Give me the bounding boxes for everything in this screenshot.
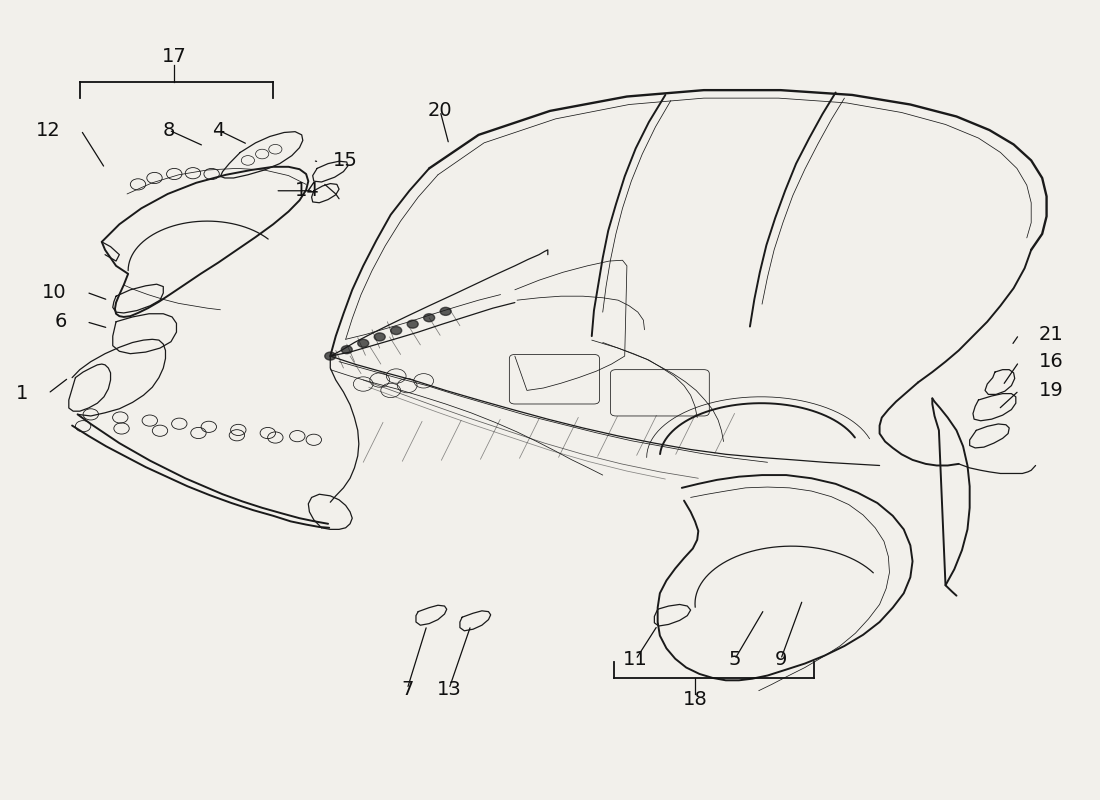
Circle shape — [324, 352, 336, 360]
Text: 19: 19 — [1038, 381, 1064, 400]
Text: 13: 13 — [437, 679, 461, 698]
Text: 16: 16 — [1038, 352, 1064, 371]
Text: 14: 14 — [295, 182, 320, 200]
Text: 8: 8 — [163, 121, 175, 139]
Text: 21: 21 — [1038, 325, 1064, 344]
Circle shape — [407, 320, 418, 328]
Circle shape — [341, 346, 352, 354]
Text: 17: 17 — [162, 47, 187, 66]
Circle shape — [424, 314, 434, 322]
Text: 5: 5 — [728, 650, 740, 669]
Text: 1: 1 — [15, 384, 29, 403]
Text: 15: 15 — [332, 151, 358, 170]
Text: 4: 4 — [212, 121, 224, 139]
Circle shape — [440, 307, 451, 315]
Text: 9: 9 — [774, 650, 786, 669]
Circle shape — [374, 333, 385, 341]
Text: 10: 10 — [42, 282, 67, 302]
Text: 7: 7 — [402, 679, 414, 698]
Text: 12: 12 — [36, 121, 62, 139]
Text: 18: 18 — [683, 690, 707, 709]
Text: 20: 20 — [428, 102, 452, 121]
Text: 6: 6 — [54, 312, 67, 331]
Text: 11: 11 — [624, 650, 648, 669]
Circle shape — [358, 339, 368, 347]
Circle shape — [390, 326, 402, 334]
